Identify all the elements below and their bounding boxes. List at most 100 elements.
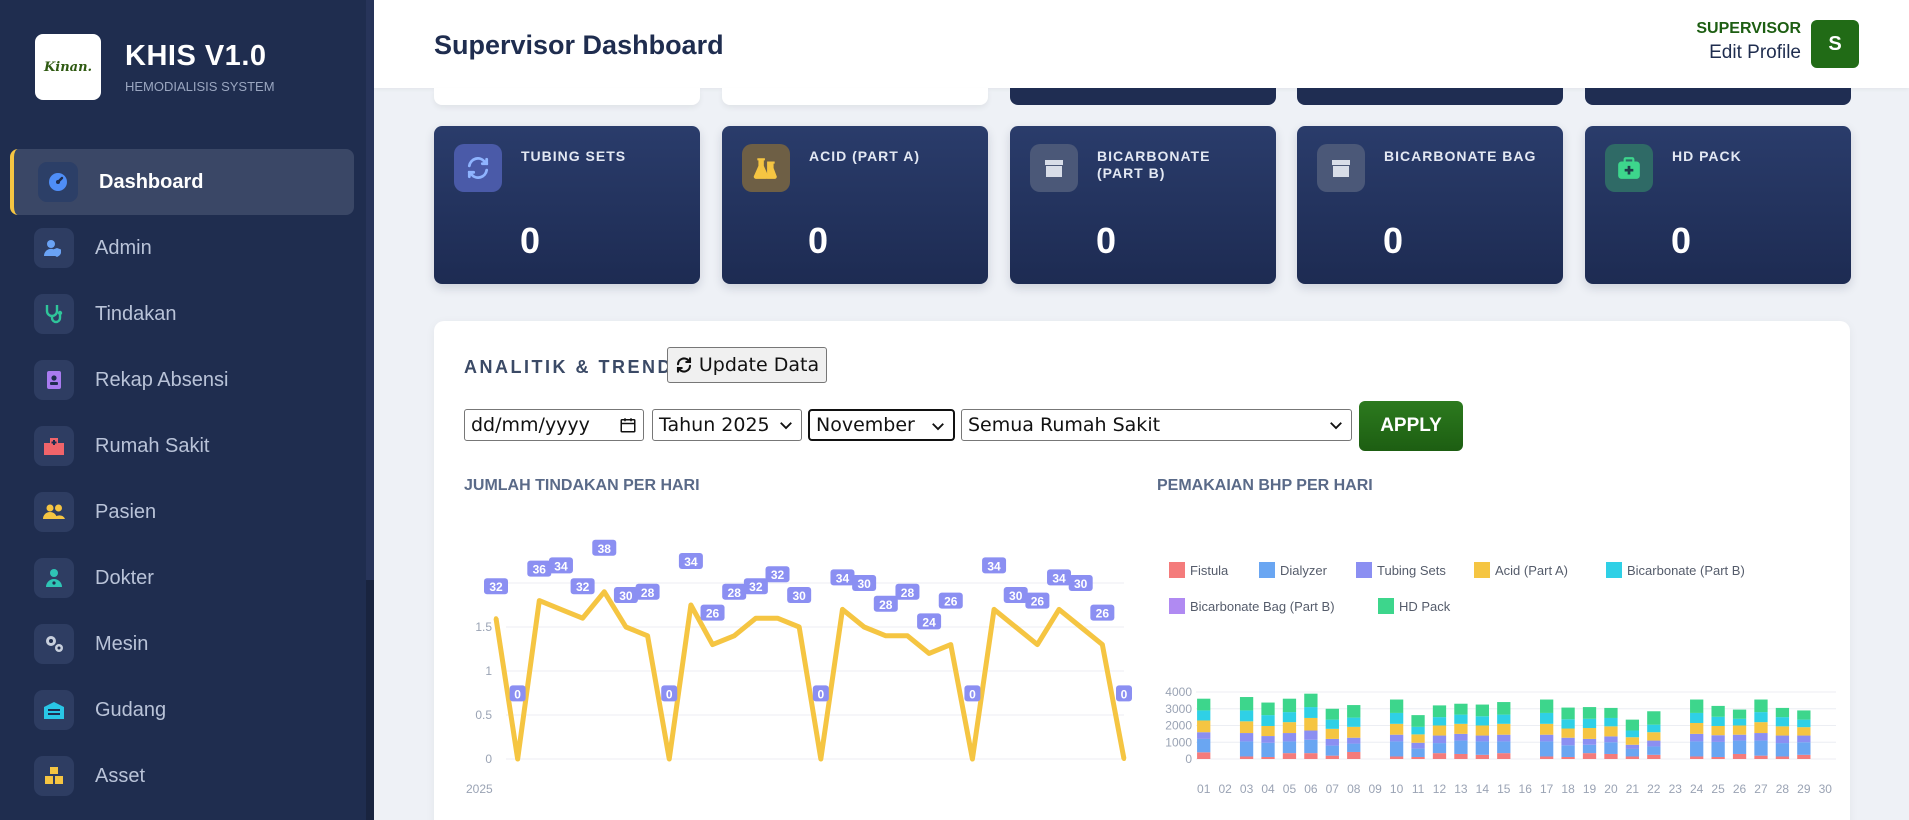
- bar-segment: [1775, 707, 1790, 718]
- bar-segment: [1475, 754, 1489, 759]
- bar-segment: [1347, 737, 1361, 744]
- sidebar-item-label: Gudang: [95, 698, 167, 721]
- users-icon: [34, 492, 74, 532]
- x-tick-label: 2025: [466, 782, 493, 796]
- data-point: [1013, 625, 1018, 629]
- bar-segment: [1475, 716, 1489, 726]
- page-title: Supervisor Dashboard: [434, 30, 724, 60]
- bar-segment: [1797, 735, 1811, 743]
- sidebar-item-pasien[interactable]: Pasien: [10, 479, 354, 545]
- bar-segment: [1347, 751, 1361, 759]
- bar-segment: [1775, 735, 1790, 744]
- data-label-box: [700, 604, 725, 621]
- x-tick-label: 29: [1797, 782, 1811, 796]
- bar-segment: [1261, 736, 1275, 743]
- bar-segment: [1347, 705, 1361, 718]
- sidebar-item-dokter[interactable]: Dokter: [10, 545, 354, 611]
- box-icon: [1317, 144, 1365, 192]
- bar-segment: [1497, 734, 1511, 742]
- year-select[interactable]: Tahun 2025: [652, 409, 802, 441]
- bar-segment: [1690, 699, 1704, 713]
- sidebar-item-asset[interactable]: Asset: [10, 743, 354, 809]
- sidebar: Kinan. KHIS V1.0 HEMODIALISIS SYSTEM Das…: [0, 0, 374, 820]
- data-label-box: [938, 592, 963, 609]
- x-tick-label: 07: [1326, 782, 1340, 796]
- data-point: [602, 589, 607, 594]
- sidebar-item-gudang[interactable]: Gudang: [10, 677, 354, 743]
- bar-segment: [1540, 712, 1554, 724]
- bar-segment: [1647, 746, 1661, 755]
- bar-segment: [1497, 702, 1511, 715]
- month-select[interactable]: November: [808, 409, 955, 441]
- data-label-box: [678, 553, 703, 569]
- legend-swatch: [1378, 598, 1394, 614]
- card-label: BICARBONATE (PART B): [1097, 148, 1211, 181]
- brand-title: KHIS V1.0: [125, 40, 267, 72]
- bar-segment: [1625, 756, 1640, 759]
- edit-profile-link[interactable]: Edit Profile: [1709, 42, 1801, 63]
- bar-segment: [1454, 714, 1468, 724]
- bar-segment: [1197, 720, 1211, 733]
- x-tick-label: 21: [1626, 782, 1640, 796]
- card-value: 0: [1096, 220, 1117, 261]
- card-value: 0: [1671, 220, 1692, 261]
- data-label: 34: [836, 571, 850, 585]
- hospital-select[interactable]: Semua Rumah Sakit: [961, 409, 1352, 441]
- bar-segment: [1389, 734, 1404, 742]
- brand[interactable]: Kinan. KHIS V1.0 HEMODIALISIS SYSTEM: [35, 34, 275, 100]
- bar-segment: [1239, 756, 1254, 759]
- sidebar-scrollbar[interactable]: [366, 0, 374, 820]
- sidebar-item-rumah-sakit[interactable]: Rumah Sakit: [10, 413, 354, 479]
- data-point: [927, 651, 932, 656]
- legend-swatch: [1474, 562, 1490, 578]
- bar-segment: [1432, 743, 1447, 754]
- x-tick-label: 10: [1390, 782, 1404, 796]
- card-label: BICARBONATE BAG: [1384, 148, 1537, 164]
- apply-button[interactable]: APPLY: [1359, 401, 1463, 451]
- data-point: [667, 757, 672, 761]
- data-point: [1100, 642, 1105, 647]
- scrollbar-thumb[interactable]: [366, 0, 374, 580]
- stock-card-hd-pack: HD PACK 0: [1585, 126, 1851, 284]
- data-label-box: [527, 560, 552, 577]
- update-data-button[interactable]: Update Data: [667, 347, 827, 383]
- sidebar-item-label: Mesin: [95, 632, 149, 655]
- x-tick-label: 01: [1197, 782, 1211, 796]
- data-label-box: [1047, 569, 1072, 586]
- card-label: TUBING SETS: [521, 148, 627, 164]
- bar-segment: [1797, 727, 1811, 736]
- data-label: 34: [987, 559, 1001, 573]
- bar-segment: [1454, 703, 1468, 715]
- data-point: [1122, 757, 1126, 761]
- sync-icon: [454, 144, 502, 192]
- data-label: 28: [879, 598, 893, 612]
- bar-segment: [1647, 711, 1661, 725]
- card-stub: [1010, 88, 1276, 105]
- bar-segment: [1540, 741, 1554, 757]
- data-point: [992, 607, 997, 612]
- bar-segment: [1411, 756, 1425, 759]
- sidebar-item-mesin[interactable]: Mesin: [10, 611, 354, 677]
- bar-segment: [1304, 717, 1318, 731]
- data-label: 30: [792, 589, 806, 603]
- sidebar-item-dashboard[interactable]: Dashboard: [10, 149, 354, 215]
- data-label: 34: [554, 559, 568, 573]
- sidebar-item-admin[interactable]: Admin: [10, 215, 354, 281]
- data-point: [580, 616, 585, 621]
- x-tick-label: 15: [1497, 782, 1511, 796]
- sidebar-item-rekap-absensi[interactable]: Rekap Absensi: [10, 347, 354, 413]
- user-role: SUPERVISOR: [1696, 20, 1801, 37]
- bar-segment: [1497, 741, 1511, 754]
- bar-segment: [1604, 726, 1618, 737]
- bar-segment: [1647, 724, 1661, 733]
- card-stub: [434, 88, 700, 105]
- data-label: 0: [969, 687, 976, 701]
- sidebar-item-tindakan[interactable]: Tindakan: [10, 281, 354, 347]
- calendar-icon[interactable]: [619, 416, 637, 434]
- legend-swatch: [1259, 562, 1275, 578]
- date-input[interactable]: dd/mm/yyyy: [464, 409, 644, 441]
- avatar[interactable]: S: [1811, 20, 1859, 68]
- x-tick-label: 09: [1369, 782, 1383, 796]
- x-tick-label: 18: [1561, 782, 1575, 796]
- bar-segment: [1325, 745, 1339, 756]
